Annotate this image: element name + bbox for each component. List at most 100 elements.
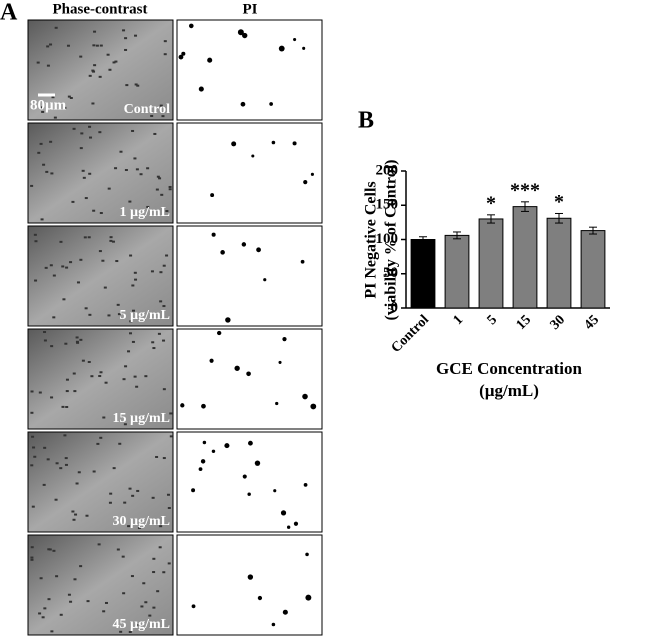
cell: [162, 388, 166, 391]
cell: [168, 185, 172, 188]
cell-dot: [251, 154, 255, 158]
cell: [42, 163, 46, 166]
cell: [40, 106, 44, 109]
cell: [155, 188, 159, 191]
cell: [119, 150, 123, 153]
cell: [131, 309, 135, 312]
cell: [123, 423, 127, 426]
cell: [162, 264, 166, 267]
cell: [47, 548, 51, 551]
cell-dot: [211, 449, 216, 454]
phase-image: [27, 19, 174, 121]
cell-dot: [305, 594, 312, 601]
cell: [86, 600, 90, 603]
cell: [73, 578, 77, 581]
cell: [165, 254, 169, 257]
cell: [128, 200, 132, 203]
cell: [114, 60, 118, 63]
cell: [81, 169, 85, 172]
cell: [30, 464, 34, 467]
cell: [49, 140, 53, 143]
cell: [163, 53, 167, 56]
cell: [127, 350, 131, 353]
row-label: 5 µg/mL: [120, 308, 170, 323]
cell: [72, 127, 76, 130]
cell: [66, 44, 70, 47]
cell: [162, 305, 166, 308]
cell: [151, 341, 155, 344]
cell: [65, 390, 69, 393]
cell: [124, 365, 128, 368]
cell: [125, 84, 129, 87]
cell: [65, 378, 69, 381]
cell: [140, 605, 144, 608]
cell: [165, 210, 169, 213]
y-tick-label: 50: [383, 265, 398, 281]
y-tick-label: 200: [376, 162, 399, 178]
cell: [88, 172, 92, 175]
cell: [49, 264, 53, 267]
cell-dot: [282, 609, 288, 615]
cell-dot: [292, 141, 297, 146]
cell: [42, 483, 46, 486]
cell: [69, 261, 73, 264]
cell: [61, 405, 65, 408]
cell: [54, 498, 58, 501]
cell: [119, 630, 123, 633]
cell: [117, 313, 121, 316]
cell: [33, 233, 37, 236]
cell: [118, 442, 122, 445]
cell: [116, 548, 120, 551]
cell: [155, 455, 159, 458]
cell-dot: [200, 459, 206, 464]
cell: [31, 435, 35, 438]
cell: [109, 236, 113, 239]
cell: [55, 575, 59, 578]
cell: [167, 562, 171, 565]
cell: [131, 284, 135, 287]
y-axis-label: PI Negative Cells: [363, 181, 380, 298]
cell-dot: [282, 337, 287, 342]
cell: [97, 543, 101, 546]
cell: [52, 274, 56, 277]
cell-dot: [237, 29, 244, 36]
significance: *: [554, 191, 564, 213]
cell-dot: [191, 604, 196, 609]
cell: [32, 446, 36, 449]
cell: [135, 624, 139, 627]
cell: [109, 239, 113, 242]
cell: [55, 462, 59, 465]
cell: [152, 347, 156, 350]
cell: [160, 193, 164, 196]
cell: [116, 303, 120, 306]
row-label: 15 µg/mL: [113, 411, 170, 426]
cell: [146, 205, 150, 208]
cell: [75, 340, 79, 343]
cell-dot: [305, 552, 309, 557]
cell-dot: [210, 193, 215, 198]
cell: [62, 298, 66, 301]
cell: [162, 571, 166, 574]
cell: [129, 254, 133, 257]
pi-image: [176, 122, 323, 224]
pi-image: [176, 431, 323, 533]
cell: [150, 114, 154, 117]
cell: [98, 375, 102, 378]
y-tick-label: 0: [391, 299, 399, 315]
cell: [79, 55, 83, 58]
cell: [72, 518, 76, 521]
cell: [53, 116, 57, 119]
cell: [61, 265, 65, 268]
cell-dot: [234, 365, 240, 371]
cell-dot: [211, 232, 216, 237]
cell: [31, 505, 35, 508]
cell: [30, 390, 34, 393]
cell: [84, 307, 88, 310]
cell: [108, 68, 112, 71]
cell: [123, 501, 127, 504]
cell: [46, 45, 50, 48]
cell: [84, 197, 88, 200]
cell: [71, 510, 75, 513]
cell: [96, 442, 100, 445]
